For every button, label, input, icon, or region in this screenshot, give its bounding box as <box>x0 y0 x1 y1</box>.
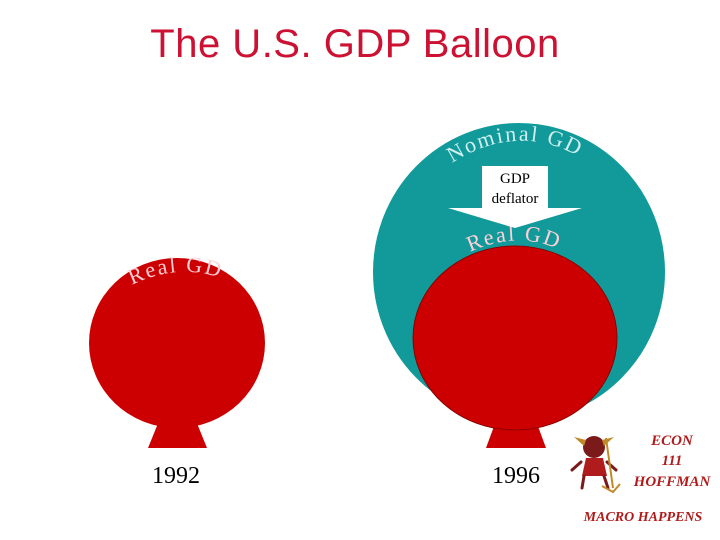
nominal-gdp-label-path: Nominal GDP <box>0 0 586 167</box>
mascot-icon <box>570 436 621 494</box>
badge-line1: ECON <box>650 433 694 449</box>
badge-line3: HOFFMAN <box>633 474 712 490</box>
badge-footer: MACRO HAPPENS <box>583 510 703 525</box>
balloon-1996: Nominal GDP Real GDP 1996 <box>0 0 667 489</box>
nominal-gdp-label: Nominal GDP <box>0 0 588 167</box>
real-gdp-label-1992: Real GDP <box>0 0 226 289</box>
balloon-1992-body <box>89 258 265 428</box>
slide-title: The U.S. GDP Balloon <box>150 22 560 66</box>
year-label-1996: 1996 <box>492 463 540 489</box>
year-label-1992: 1992 <box>152 463 200 489</box>
deflator-label-line1: GDP <box>500 171 530 187</box>
deflator-arrow-shape <box>448 166 582 228</box>
real-gdp-label-1992-path: Real GDP <box>0 0 224 289</box>
gdp-deflator-arrow: GDP deflator <box>448 166 582 228</box>
deflator-label-line2: deflator <box>492 191 539 207</box>
course-badge: ECON 111 HOFFMAN MACRO HAPPENS <box>570 433 712 525</box>
real-gdp-balloon-1996 <box>412 245 618 431</box>
badge-line2: 111 <box>662 453 683 469</box>
balloon-1992: Real GDP 1992 <box>0 0 265 489</box>
